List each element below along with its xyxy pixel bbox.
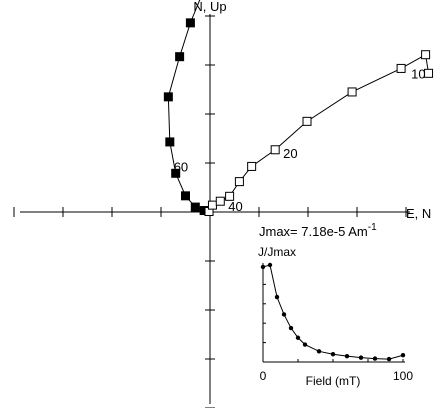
inset-x-tick-label: 0: [260, 369, 267, 383]
open-square-point: [215, 196, 225, 206]
inset-point: [274, 294, 280, 300]
jmax-annotation: Jmax= 7.18e-5 Am-1: [259, 222, 377, 239]
filled-square-point: [190, 202, 200, 212]
filled-square-point: [165, 137, 175, 147]
point-label: 20: [283, 146, 297, 161]
inset-x-label: Field (mT): [306, 374, 361, 388]
zijderveld-plot: N, Up E, N 10 20 40 60 Jmax= 7.18e-5 Am-1: [13, 0, 434, 408]
point-label: 40: [228, 199, 242, 214]
inset-axis-ticks: [262, 283, 404, 363]
open-square-point: [421, 50, 431, 60]
point-labels: 10 20 40 60: [174, 66, 426, 214]
inset-point: [330, 352, 336, 357]
y-axis-label: N, Up: [193, 0, 226, 14]
open-square-point: [225, 191, 235, 201]
series-line: [167, 0, 210, 213]
point-label: 10: [411, 66, 425, 81]
open-square-point: [247, 161, 257, 171]
series-line: [208, 53, 430, 212]
series-lines: [167, 0, 430, 213]
inset-point: [295, 335, 301, 340]
jmax-annotation-text: Jmax= 7.18e-5 Am: [259, 224, 368, 239]
inset-point: [281, 312, 287, 317]
inset-y-label: J/Jmax: [258, 245, 296, 259]
inset-point: [260, 264, 266, 270]
inset-points: [260, 262, 406, 362]
open-square-point: [207, 200, 217, 210]
inset-point: [386, 356, 392, 362]
open-square-point: [424, 68, 434, 78]
open-square-point: [302, 116, 312, 126]
open-square-point: [270, 145, 280, 155]
axis-ticks: [13, 15, 407, 408]
open-square-point: [347, 87, 357, 97]
open-square-point: [234, 177, 244, 187]
jmax-annotation-superscript: -1: [368, 222, 377, 233]
filled-square-point: [181, 191, 190, 201]
demagnetization-inset: J/Jmax 0 100 Field (mT): [258, 245, 413, 388]
filled-square-point: [163, 92, 173, 102]
filled-square-point: [185, 18, 195, 28]
inset-point: [316, 349, 322, 354]
inset-tick-labels: 0 100: [260, 369, 414, 383]
series-points: [163, 18, 434, 217]
filled-square-point: [175, 52, 185, 62]
inset-x-tick-label: 100: [393, 369, 413, 383]
inset-point: [372, 356, 378, 361]
inset-point: [358, 355, 364, 360]
inset-decay-curve: [262, 264, 404, 360]
x-axis-label: E, N: [406, 206, 431, 221]
inset-point: [344, 353, 350, 359]
filled-square-point: [171, 168, 181, 178]
inset-point: [400, 353, 406, 358]
open-square-point: [396, 63, 406, 73]
point-label: 60: [174, 159, 188, 174]
inset-point: [302, 342, 308, 347]
inset-point: [288, 325, 294, 331]
inset-point: [267, 262, 273, 268]
